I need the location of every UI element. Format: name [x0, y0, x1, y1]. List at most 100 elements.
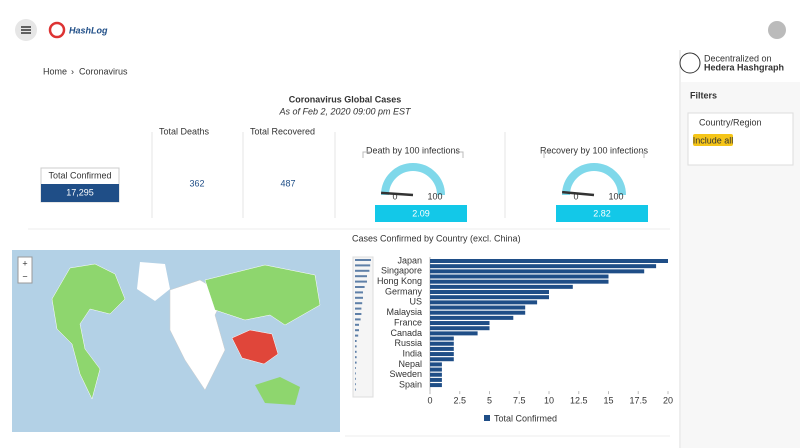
bar	[430, 357, 454, 362]
gauge-value: 2.09	[412, 208, 430, 218]
bar	[430, 295, 549, 300]
bar	[430, 321, 490, 326]
map-china	[231, 329, 279, 365]
bar	[430, 377, 442, 382]
x-tick-label: 17.5	[629, 395, 647, 405]
breadcrumb-home[interactable]: Home	[43, 66, 67, 76]
preview-bar	[355, 377, 356, 380]
scroll-preview[interactable]	[352, 256, 374, 398]
bar	[430, 290, 549, 295]
y-tick-label: Hong Kong	[377, 276, 422, 286]
preview-bar	[355, 269, 370, 272]
preview-bar	[355, 307, 362, 310]
preview-bar	[355, 259, 371, 261]
map-americas	[51, 263, 126, 400]
filter-chip-label: Include all	[693, 135, 734, 145]
gauge-needle	[562, 190, 595, 197]
zoom-controls	[17, 256, 33, 284]
legend-swatch	[484, 415, 490, 421]
preview-bar	[355, 361, 357, 364]
bar	[430, 264, 657, 269]
preview-bar	[355, 280, 367, 283]
preview-bar	[355, 340, 357, 342]
preview-bar	[355, 350, 357, 353]
legend-label: Total Confirmed	[494, 413, 557, 423]
bar	[430, 362, 442, 367]
filters-title: Filters	[690, 90, 717, 100]
preview-bar	[355, 264, 371, 267]
y-tick-label: Singapore	[381, 266, 422, 276]
brand-line: Decentralized on	[704, 53, 772, 63]
preview-bar	[355, 302, 363, 305]
preview-bar	[355, 275, 367, 278]
filter-chip[interactable]	[693, 134, 733, 146]
kpi-label: Total Confirmed	[48, 170, 111, 180]
menu-icon	[21, 26, 31, 34]
kpi-value: 17,295	[66, 187, 94, 197]
gauge-needle	[380, 191, 414, 197]
y-tick-label: US	[409, 297, 422, 307]
x-tick-label: 7.5	[513, 395, 526, 405]
bar	[430, 372, 442, 377]
map-greenland	[137, 262, 170, 301]
preview-bar	[355, 323, 359, 326]
gauge-max: 100	[427, 191, 442, 201]
kpi-label: Total Deaths	[159, 126, 210, 136]
bar	[430, 326, 490, 331]
y-tick-label: Japan	[397, 255, 422, 265]
preview-bar	[355, 356, 357, 359]
y-tick-label: France	[394, 317, 422, 327]
y-tick-label: Malaysia	[386, 307, 422, 317]
bar	[430, 284, 573, 289]
hedera-logo	[679, 52, 701, 74]
gauge-value: 2.82	[593, 208, 611, 218]
x-tick-label: 2.5	[453, 395, 466, 405]
zoom-in[interactable]: +	[22, 258, 27, 268]
bar	[430, 383, 442, 388]
zoom-out[interactable]: −	[22, 271, 27, 281]
y-tick-label: Germany	[385, 286, 423, 296]
y-tick-label: Spain	[399, 379, 422, 389]
x-tick-label: 20	[663, 395, 673, 405]
gauge-value-box	[375, 205, 467, 222]
page-subtitle: As of Feb 2, 2020 09:00 pm EST	[278, 106, 412, 116]
chart-title: Cases Confirmed by Country (excl. China)	[352, 233, 521, 243]
filter-field[interactable]: Country/Region	[699, 117, 762, 127]
preview-bar	[355, 296, 363, 299]
kpi-label: Total Recovered	[250, 126, 315, 136]
brand-line: Hedera Hashgraph	[704, 62, 784, 72]
gauge-arc	[381, 163, 445, 196]
x-tick-label: 15	[603, 395, 613, 405]
y-tick-label: Russia	[394, 338, 422, 348]
page-title: Coronavirus Global Cases	[289, 94, 402, 104]
x-tick-label: 12.5	[570, 395, 588, 405]
gauge-min: 0	[573, 191, 578, 201]
y-tick-label: Sweden	[389, 369, 422, 379]
kpi-value: 362	[189, 178, 204, 188]
gauge-min: 0	[392, 191, 397, 201]
bar	[430, 341, 454, 346]
preview-bar	[355, 383, 356, 386]
breadcrumb-current: Coronavirus	[79, 66, 128, 76]
gauge-title: Death by 100 infections	[366, 145, 461, 155]
gauge-arc	[562, 163, 626, 196]
y-tick-label: Nepal	[398, 359, 422, 369]
preview-bar	[355, 329, 359, 332]
preview-bar	[355, 291, 363, 294]
kpi-value: 487	[280, 178, 295, 188]
bar	[430, 310, 526, 315]
bar	[430, 352, 454, 357]
preview-bar	[355, 388, 356, 391]
preview-bar	[355, 367, 356, 369]
logo-icon	[48, 21, 66, 39]
gauge-max: 100	[608, 191, 623, 201]
preview-bar	[355, 345, 357, 348]
breadcrumb-sep: ›	[71, 66, 74, 76]
avatar[interactable]	[768, 21, 786, 39]
bar	[430, 315, 514, 320]
bar	[430, 331, 478, 336]
preview-bar	[355, 313, 362, 315]
map-australia	[255, 377, 300, 405]
bar	[430, 274, 609, 279]
